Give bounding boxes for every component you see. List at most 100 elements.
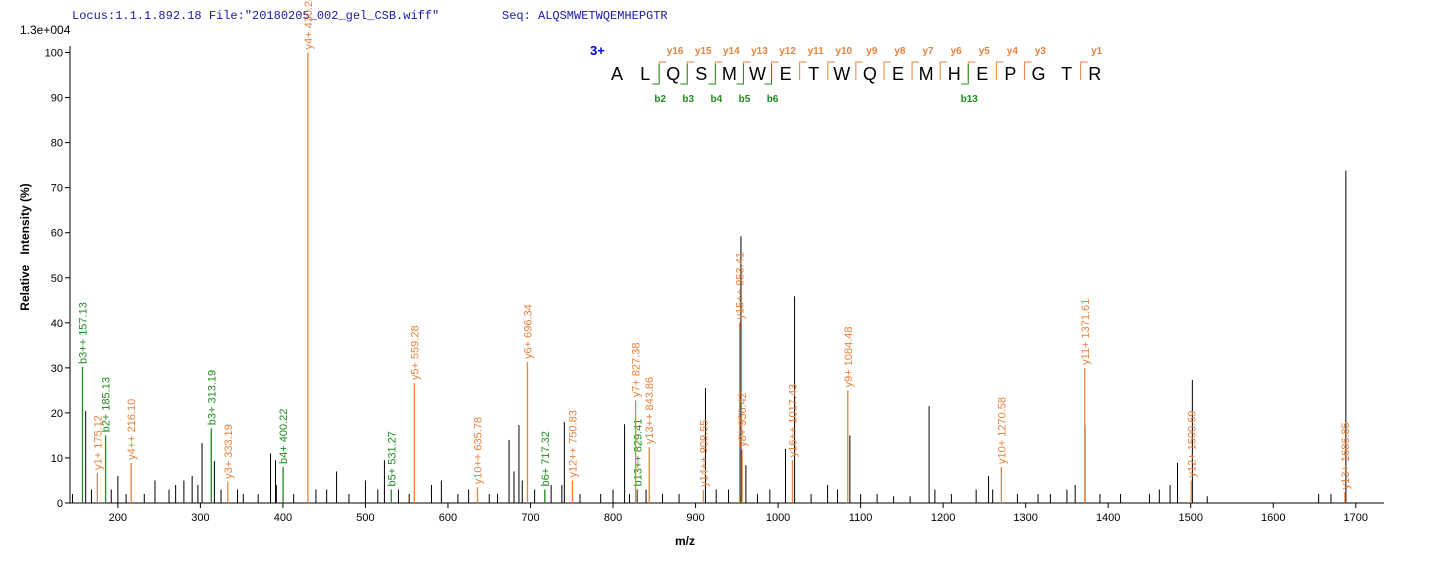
- ion-label: y10+ 1270.58: [996, 397, 1008, 464]
- ion-label: b5+ 531.27: [386, 431, 398, 486]
- x-tick-label: 1600: [1261, 512, 1285, 524]
- x-tick-label: 1000: [766, 512, 790, 524]
- b-bracket: [736, 64, 744, 85]
- ion-label: y5+ 559.28: [409, 325, 421, 380]
- residue: S: [695, 64, 707, 84]
- ion-label: b4+ 400.22: [278, 409, 290, 464]
- residue: P: [1004, 64, 1016, 84]
- scale-label: 1.3e+004: [20, 23, 71, 37]
- y-bracket: [883, 61, 891, 80]
- b-ion-label: b4: [711, 94, 723, 105]
- y-tick-label: 50: [51, 273, 63, 285]
- residue: H: [948, 64, 961, 84]
- y-bracket: [827, 61, 835, 80]
- ion-label: y16++ 1017.43: [787, 384, 799, 457]
- ion-label: y9+ 1084.48: [843, 327, 855, 388]
- x-tick-label: 1400: [1096, 512, 1120, 524]
- y-ion-label: y3: [1035, 46, 1047, 57]
- residue: E: [892, 64, 904, 84]
- ion-label: y14++ 909.55: [698, 420, 710, 487]
- y-bracket: [1023, 61, 1032, 80]
- y-tick-label: 70: [51, 183, 63, 195]
- x-tick-label: 700: [521, 512, 539, 524]
- y-tick-label: 0: [57, 498, 63, 510]
- ion-label: b3++ 157.13: [77, 302, 89, 364]
- ion-label: y13+ 1686.85: [1340, 422, 1352, 489]
- y-ion-label: y8: [894, 46, 906, 57]
- y-bracket: [658, 61, 667, 80]
- y-tick-label: 10: [51, 453, 63, 465]
- y-bracket: [911, 61, 920, 80]
- y-bracket: [967, 61, 976, 80]
- x-tick-label: 500: [356, 512, 374, 524]
- ion-label: y12++ 750.83: [567, 410, 579, 477]
- y-ion-label: y10: [835, 46, 852, 57]
- ion-label: b3+ 313.19: [206, 370, 218, 425]
- y-bracket: [771, 61, 779, 80]
- y-bracket: [686, 61, 695, 80]
- residue: M: [919, 64, 934, 84]
- residue: E: [976, 64, 988, 84]
- y-ion-label: y15: [695, 46, 712, 57]
- y-tick-label: 40: [51, 318, 63, 330]
- ion-label: y6+ 696.34: [522, 304, 534, 359]
- b-bracket: [961, 64, 969, 85]
- residue: T: [1061, 64, 1072, 84]
- y-axis-label: Relative Intensity (%): [18, 183, 32, 310]
- ion-label: y15++ 953.41: [735, 252, 747, 319]
- b-ion-label: b13: [961, 94, 979, 105]
- ion-label: b6+ 717.32: [540, 431, 552, 486]
- x-tick-label: 900: [686, 512, 704, 524]
- charge-state: 3+: [590, 43, 605, 58]
- x-axis-label: m/z: [675, 534, 695, 548]
- residue: W: [833, 64, 850, 84]
- y-tick-label: 60: [51, 228, 63, 240]
- y-tick-label: 100: [45, 48, 63, 60]
- y-bracket: [799, 61, 807, 80]
- x-tick-label: 600: [439, 512, 457, 524]
- y-tick-label: 20: [51, 408, 63, 420]
- header-seq: Seq: ALQSMWETWQEMHEPGTR: [502, 9, 668, 23]
- residue: M: [722, 64, 737, 84]
- x-tick-label: 1100: [849, 512, 873, 524]
- y-ion-label: y6: [951, 46, 963, 57]
- residue: Q: [666, 64, 680, 84]
- x-tick-label: 1300: [1013, 512, 1037, 524]
- ion-label: y3+ 333.19: [223, 424, 235, 479]
- y-ion-label: y1: [1091, 46, 1103, 57]
- b-ion-label: b6: [767, 94, 779, 105]
- residue: W: [749, 64, 766, 84]
- residue: Q: [863, 64, 877, 84]
- y-ion-label: y16: [667, 46, 684, 57]
- b-bracket: [652, 64, 660, 85]
- residue: R: [1088, 64, 1101, 84]
- y-bracket: [855, 61, 863, 80]
- x-tick-label: 1200: [931, 512, 955, 524]
- x-tick-label: 400: [274, 512, 292, 524]
- ion-label: y10++ 635.78: [473, 417, 485, 484]
- y-ion-label: y5: [979, 46, 991, 57]
- ion-label: y8+ 956.42: [737, 392, 749, 447]
- y-ion-label: y12: [779, 46, 796, 57]
- y-ion-label: y7: [922, 46, 934, 57]
- ion-label: y1+ 175.12: [92, 415, 104, 470]
- ion-label: b13++ 829.41: [632, 419, 644, 487]
- x-tick-label: 200: [109, 512, 127, 524]
- residue: A: [611, 64, 623, 84]
- residue: T: [808, 64, 819, 84]
- x-tick-label: 300: [191, 512, 209, 524]
- y-bracket: [939, 61, 948, 80]
- y-ion-label: y4: [1007, 46, 1019, 57]
- x-tick-label: 800: [604, 512, 622, 524]
- y-ion-label: y14: [723, 46, 740, 57]
- residue: L: [640, 64, 650, 84]
- ion-label: y4+ 430.24: [303, 0, 315, 50]
- ion-label: y7+ 827.38: [631, 343, 643, 398]
- residue: E: [780, 64, 792, 84]
- b-ion-label: b3: [682, 94, 694, 105]
- header-locus: Locus:1.1.1.892.18 File:"20180205_002_ge…: [72, 9, 439, 23]
- ion-label: y4++ 216.10: [126, 399, 138, 460]
- residue: G: [1031, 64, 1045, 84]
- b-bracket: [764, 64, 773, 85]
